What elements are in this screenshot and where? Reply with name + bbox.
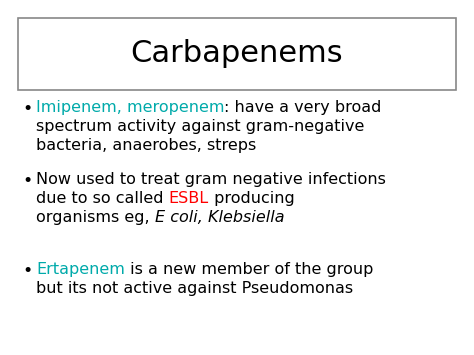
Text: ESBL: ESBL: [169, 191, 209, 206]
Text: Now used to treat gram negative infections: Now used to treat gram negative infectio…: [36, 172, 386, 187]
Text: •: •: [22, 100, 32, 118]
Text: Imipenem, meropenem: Imipenem, meropenem: [36, 100, 225, 115]
Text: E coli, Klebsiella: E coli, Klebsiella: [155, 210, 284, 225]
Text: due to so called: due to so called: [36, 191, 169, 206]
Bar: [18, 18, 456, 90]
Text: producing: producing: [209, 191, 294, 206]
Text: spectrum activity against gram-negative: spectrum activity against gram-negative: [36, 119, 365, 134]
Text: organisms eg,: organisms eg,: [36, 210, 155, 225]
Text: •: •: [22, 172, 32, 190]
Text: Ertapenem: Ertapenem: [36, 262, 125, 277]
Text: is a new member of the group: is a new member of the group: [125, 262, 373, 277]
Text: bacteria, anaerobes, streps: bacteria, anaerobes, streps: [36, 138, 256, 153]
Text: : have a very broad: : have a very broad: [225, 100, 382, 115]
Text: •: •: [22, 262, 32, 280]
Text: Carbapenems: Carbapenems: [131, 39, 343, 69]
Text: but its not active against Pseudomonas: but its not active against Pseudomonas: [36, 281, 353, 296]
